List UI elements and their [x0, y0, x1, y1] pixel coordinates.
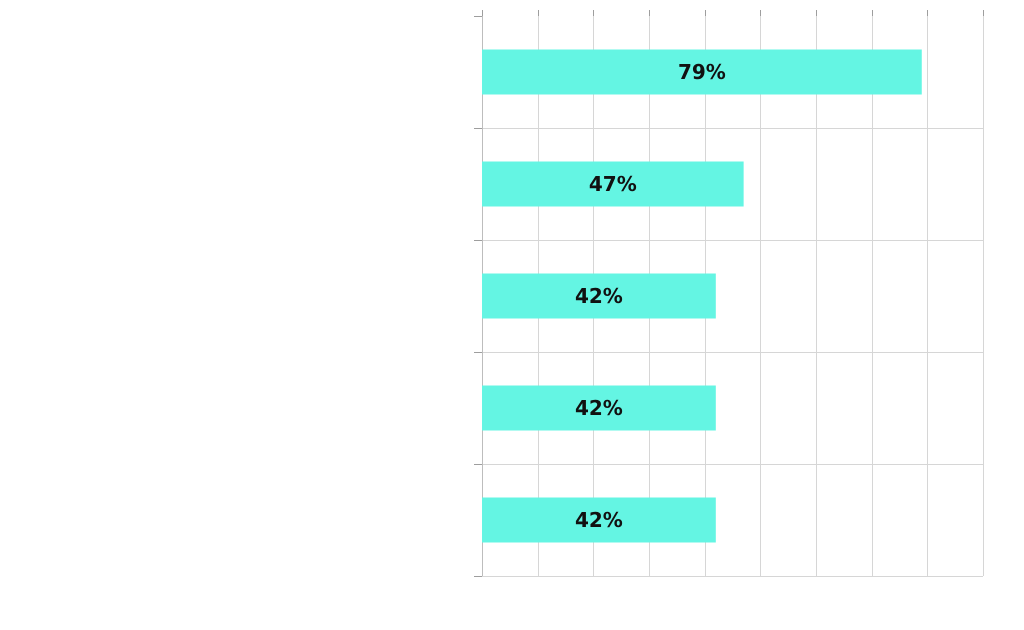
bar-data-label: 79%	[678, 60, 726, 84]
bar-data-label: 42%	[575, 508, 623, 532]
chart-data-labels: 79% 47% 42% 42% 42%	[575, 60, 726, 532]
bar	[482, 497, 716, 543]
bar	[482, 385, 716, 431]
bar	[482, 161, 744, 207]
bar-data-label: 42%	[575, 284, 623, 308]
bar-data-label: 47%	[589, 172, 637, 196]
bar	[482, 273, 716, 319]
bar	[482, 49, 922, 95]
bar-data-label: 42%	[575, 396, 623, 420]
chart-bars	[482, 49, 922, 543]
